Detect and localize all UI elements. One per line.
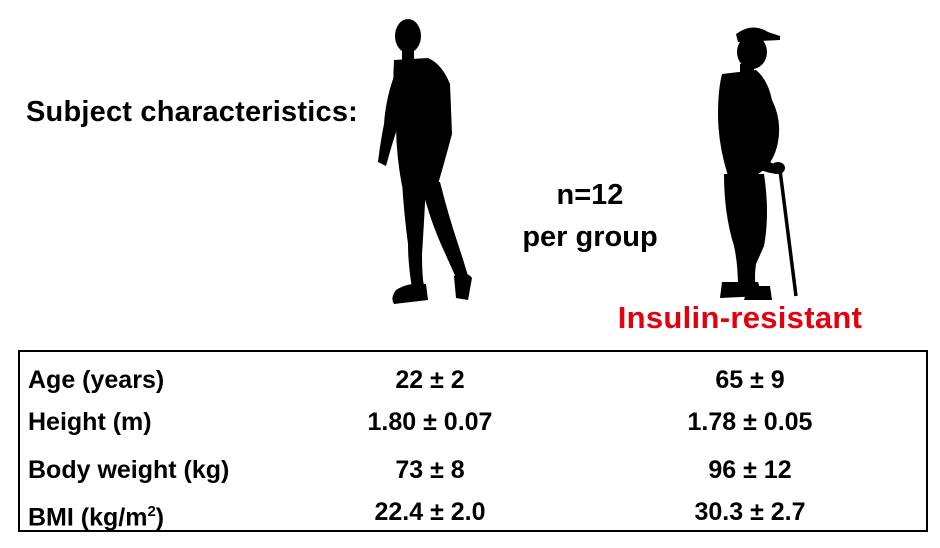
old-value: 30.3 ± 2.7 [694, 498, 806, 526]
old-value: 65 ± 9 [715, 366, 785, 394]
slide-title: Subject characteristics: [26, 96, 358, 128]
table-row: Age (years) 22 ± 2 65 ± 9 [20, 360, 926, 400]
young-value: 22 ± 2 [395, 366, 465, 394]
old-value: 96 ± 12 [708, 456, 792, 484]
bmi-label-end: ) [155, 503, 165, 532]
row-label: Age (years) [28, 366, 165, 394]
group-size-n: n=12 [556, 179, 624, 211]
table-row: Body weight (kg) 73 ± 8 96 ± 12 [20, 450, 926, 490]
elderly-man-with-cane-icon [718, 27, 798, 300]
row-label: Body weight (kg) [28, 456, 230, 484]
young-man-silhouette-icon [378, 19, 472, 304]
bmi-label-main: BMI (kg/m [28, 503, 148, 532]
insulin-resistant-label: Insulin-resistant [617, 300, 863, 335]
young-value: 73 ± 8 [395, 456, 465, 484]
group-size-suffix: per group [522, 221, 658, 253]
table-row: Height (m) 1.80 ± 0.07 1.78 ± 0.05 [20, 402, 926, 442]
old-value: 1.78 ± 0.05 [687, 408, 813, 436]
young-value: 1.80 ± 0.07 [367, 408, 493, 436]
group-size-label: n=12 per group [500, 174, 680, 258]
bmi-label-superscript: 2 [147, 503, 156, 520]
row-label: Height (m) [28, 408, 152, 436]
table-row: BMI (kg/m2) 22.4 ± 2.0 30.3 ± 2.7 [20, 492, 926, 532]
characteristics-table: Age (years) 22 ± 2 65 ± 9 Height (m) 1.8… [18, 350, 928, 532]
row-label: BMI (kg/m2) [28, 492, 164, 537]
young-value: 22.4 ± 2.0 [374, 498, 486, 526]
